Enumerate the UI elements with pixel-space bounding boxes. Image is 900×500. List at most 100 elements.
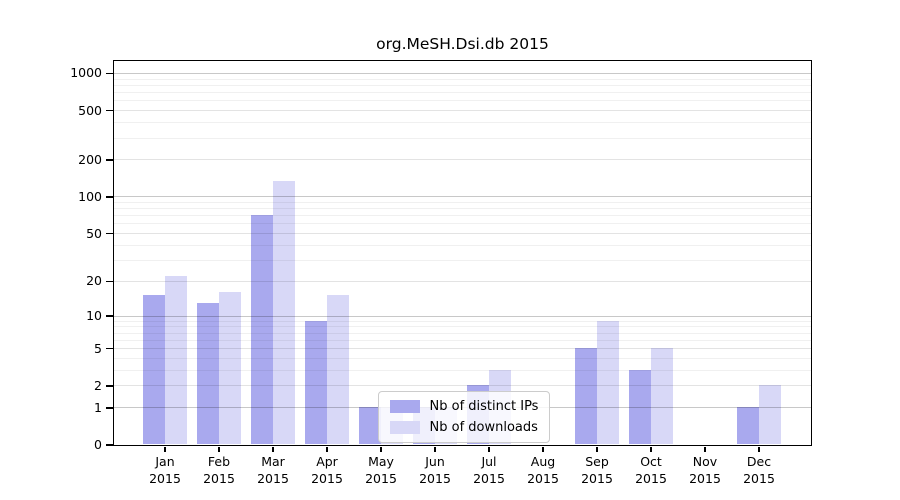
x-tick xyxy=(650,446,652,452)
bar xyxy=(304,320,327,445)
x-tick-label: Aug 2015 xyxy=(527,454,559,486)
gridline xyxy=(113,320,811,322)
gridline xyxy=(113,223,811,225)
x-tick-label: Dec 2015 xyxy=(743,454,775,486)
gridline xyxy=(113,315,811,317)
y-tick xyxy=(106,407,113,409)
x-tick xyxy=(272,446,274,452)
y-tick xyxy=(106,385,113,387)
legend-item-downloads: Nb of downloads xyxy=(389,419,539,435)
x-tick xyxy=(218,446,220,452)
y-tick xyxy=(106,444,113,446)
legend-label-downloads: Nb of downloads xyxy=(429,419,538,435)
gridline xyxy=(113,357,811,359)
gridline xyxy=(113,201,811,203)
x-tick xyxy=(326,446,328,452)
bar xyxy=(142,295,165,445)
x-tick xyxy=(488,446,490,452)
gridline xyxy=(113,100,811,102)
x-tick-label: Feb 2015 xyxy=(203,454,235,486)
bar xyxy=(736,407,759,445)
x-tick xyxy=(758,446,760,452)
gridline xyxy=(113,92,811,94)
legend-item-distinct-ips: Nb of distinct IPs xyxy=(389,398,539,414)
bar xyxy=(650,348,673,445)
x-tick-label: Sep 2015 xyxy=(581,454,613,486)
x-tick-label: Oct 2015 xyxy=(635,454,667,486)
y-tick-label: 1000 xyxy=(70,65,102,81)
bar xyxy=(196,302,219,445)
bar xyxy=(272,180,295,445)
bar xyxy=(164,275,187,445)
gridline xyxy=(113,159,811,161)
gridline xyxy=(113,332,811,334)
legend-label-distinct-ips: Nb of distinct IPs xyxy=(429,398,539,414)
x-tick xyxy=(380,446,382,452)
legend-swatch-downloads-icon xyxy=(389,420,420,434)
y-tick xyxy=(106,280,113,282)
gridline xyxy=(113,84,811,86)
y-tick-label: 1 xyxy=(94,399,102,415)
gridline xyxy=(113,348,811,350)
x-tick-label: Mar 2015 xyxy=(257,454,289,486)
y-tick xyxy=(106,72,113,75)
bar xyxy=(596,320,619,445)
bar xyxy=(574,348,597,445)
bar xyxy=(326,295,349,445)
plot-area: Nb of distinct IPs Nb of downloads xyxy=(112,59,812,446)
gridline xyxy=(113,280,811,282)
legend-swatch-distinct-ips-icon xyxy=(389,399,420,413)
gridline xyxy=(113,72,811,74)
x-tick xyxy=(704,446,706,452)
gridline xyxy=(113,233,811,234)
y-tick-label: 50 xyxy=(86,225,102,241)
gridline xyxy=(113,215,811,217)
bars-layer xyxy=(114,61,811,445)
chart-title: org.MeSH.Dsi.db 2015 xyxy=(376,35,549,53)
x-tick-label: Jul 2015 xyxy=(473,454,505,486)
y-tick xyxy=(106,159,113,161)
bar xyxy=(758,385,781,445)
y-tick-label: 500 xyxy=(78,102,102,118)
bar xyxy=(250,215,273,445)
x-tick xyxy=(434,446,436,452)
gridline xyxy=(113,78,811,80)
bar xyxy=(628,369,651,445)
gridline xyxy=(113,326,811,328)
gridline xyxy=(113,137,811,139)
gridline xyxy=(113,122,811,124)
y-tick xyxy=(106,315,113,317)
legend: Nb of distinct IPs Nb of downloads xyxy=(377,390,551,443)
y-tick xyxy=(106,347,113,350)
y-tick-label: 100 xyxy=(78,188,102,204)
x-tick-label: Jan 2015 xyxy=(149,454,181,486)
gridline xyxy=(113,339,811,341)
x-tick xyxy=(596,446,598,452)
x-tick xyxy=(542,446,544,452)
y-tick xyxy=(106,196,113,198)
x-tick-label: Apr 2015 xyxy=(311,454,343,486)
gridline-layer xyxy=(113,61,811,445)
gridline xyxy=(113,196,811,198)
x-tick xyxy=(164,446,166,452)
y-tick-label: 0 xyxy=(94,437,102,452)
x-tick-label: Nov 2015 xyxy=(689,454,721,486)
gridline xyxy=(113,244,811,246)
y-tick xyxy=(106,232,113,235)
x-tick-label: Jun 2015 xyxy=(419,454,451,486)
x-tick-label: May 2015 xyxy=(365,454,397,486)
bar xyxy=(218,292,241,445)
y-tick-label: 200 xyxy=(78,151,102,167)
gridline xyxy=(113,259,811,261)
y-tick-label: 2 xyxy=(94,377,102,393)
y-tick-label: 10 xyxy=(86,308,102,323)
gridline xyxy=(113,369,811,371)
y-tick-label: 20 xyxy=(86,273,102,289)
gridline xyxy=(113,208,811,210)
bar xyxy=(358,407,381,445)
gridline xyxy=(113,110,811,112)
y-tick xyxy=(106,109,113,112)
gridline xyxy=(113,385,811,387)
y-tick-label: 5 xyxy=(94,340,102,356)
